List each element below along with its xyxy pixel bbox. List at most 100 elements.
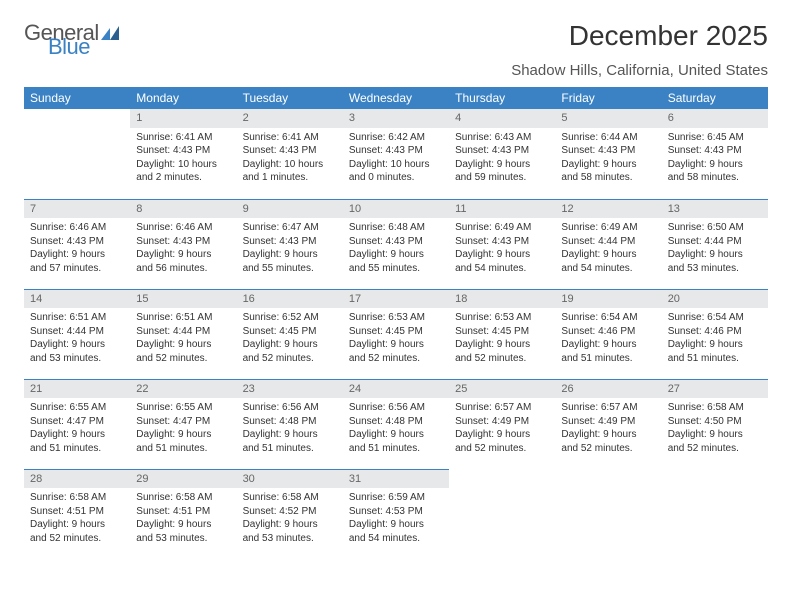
sunrise-text: Sunrise: 6:55 AM [136,401,230,415]
month-title: December 2025 [569,20,768,52]
daylight-text: Daylight: 9 hours and 54 minutes. [455,248,549,275]
sunset-text: Sunset: 4:49 PM [561,415,655,429]
sunrise-text: Sunrise: 6:53 AM [349,311,443,325]
daylight-text: Daylight: 9 hours and 53 minutes. [668,248,762,275]
location-text: Shadow Hills, California, United States [24,62,768,79]
day-details: Sunrise: 6:58 AMSunset: 4:51 PMDaylight:… [130,488,236,553]
sunrise-text: Sunrise: 6:43 AM [455,131,549,145]
day-cell: 1Sunrise: 6:41 AMSunset: 4:43 PMDaylight… [130,109,236,199]
weekday-header: Sunday [24,87,130,109]
day-cell: 28Sunrise: 6:58 AMSunset: 4:51 PMDayligh… [24,469,130,559]
daylight-text: Daylight: 10 hours and 1 minutes. [243,158,337,185]
day-number: 22 [130,380,236,399]
day-cell: 12Sunrise: 6:49 AMSunset: 4:44 PMDayligh… [555,199,661,289]
daylight-text: Daylight: 10 hours and 0 minutes. [349,158,443,185]
sunset-text: Sunset: 4:43 PM [561,144,655,158]
sunset-text: Sunset: 4:44 PM [561,235,655,249]
sunset-text: Sunset: 4:45 PM [243,325,337,339]
sunset-text: Sunset: 4:50 PM [668,415,762,429]
day-number: 8 [130,200,236,219]
weekday-header: Monday [130,87,236,109]
sunrise-text: Sunrise: 6:57 AM [561,401,655,415]
sunset-text: Sunset: 4:43 PM [455,144,549,158]
sunrise-text: Sunrise: 6:41 AM [243,131,337,145]
day-number: 26 [555,380,661,399]
logo-icon [101,20,119,46]
sunset-text: Sunset: 4:43 PM [136,235,230,249]
weekday-header: Saturday [662,87,768,109]
day-number: 7 [24,200,130,219]
weekday-header: Tuesday [237,87,343,109]
daylight-text: Daylight: 9 hours and 56 minutes. [136,248,230,275]
week-row: 21Sunrise: 6:55 AMSunset: 4:47 PMDayligh… [24,379,768,469]
day-details: Sunrise: 6:41 AMSunset: 4:43 PMDaylight:… [130,128,236,193]
day-number: 31 [343,470,449,489]
sunrise-text: Sunrise: 6:50 AM [668,221,762,235]
daylight-text: Daylight: 9 hours and 52 minutes. [30,518,124,545]
daylight-text: Daylight: 9 hours and 55 minutes. [349,248,443,275]
day-number: 14 [24,290,130,309]
sunrise-text: Sunrise: 6:56 AM [349,401,443,415]
day-details: Sunrise: 6:50 AMSunset: 4:44 PMDaylight:… [662,218,768,283]
day-details: Sunrise: 6:53 AMSunset: 4:45 PMDaylight:… [343,308,449,373]
day-cell: 6Sunrise: 6:45 AMSunset: 4:43 PMDaylight… [662,109,768,199]
sunset-text: Sunset: 4:43 PM [243,144,337,158]
day-details: Sunrise: 6:43 AMSunset: 4:43 PMDaylight:… [449,128,555,193]
day-number: 16 [237,290,343,309]
sunset-text: Sunset: 4:45 PM [349,325,443,339]
sunset-text: Sunset: 4:51 PM [136,505,230,519]
day-number: 15 [130,290,236,309]
sunset-text: Sunset: 4:44 PM [30,325,124,339]
day-details: Sunrise: 6:55 AMSunset: 4:47 PMDaylight:… [24,398,130,463]
day-number: 25 [449,380,555,399]
day-cell: 20Sunrise: 6:54 AMSunset: 4:46 PMDayligh… [662,289,768,379]
sunset-text: Sunset: 4:46 PM [561,325,655,339]
daylight-text: Daylight: 9 hours and 52 minutes. [455,428,549,455]
sunset-text: Sunset: 4:47 PM [30,415,124,429]
sunrise-text: Sunrise: 6:44 AM [561,131,655,145]
sunrise-text: Sunrise: 6:54 AM [561,311,655,325]
day-cell: 14Sunrise: 6:51 AMSunset: 4:44 PMDayligh… [24,289,130,379]
day-cell: 10Sunrise: 6:48 AMSunset: 4:43 PMDayligh… [343,199,449,289]
day-number: 6 [662,109,768,128]
day-cell: 16Sunrise: 6:52 AMSunset: 4:45 PMDayligh… [237,289,343,379]
sunset-text: Sunset: 4:43 PM [30,235,124,249]
day-number: 4 [449,109,555,128]
sunset-text: Sunset: 4:46 PM [668,325,762,339]
week-row: 7Sunrise: 6:46 AMSunset: 4:43 PMDaylight… [24,199,768,289]
daylight-text: Daylight: 9 hours and 55 minutes. [243,248,337,275]
sunset-text: Sunset: 4:51 PM [30,505,124,519]
sunrise-text: Sunrise: 6:48 AM [349,221,443,235]
day-details: Sunrise: 6:42 AMSunset: 4:43 PMDaylight:… [343,128,449,193]
day-details: Sunrise: 6:54 AMSunset: 4:46 PMDaylight:… [555,308,661,373]
title-block: December 2025 [569,20,768,52]
daylight-text: Daylight: 9 hours and 52 minutes. [136,338,230,365]
day-details: Sunrise: 6:49 AMSunset: 4:43 PMDaylight:… [449,218,555,283]
daylight-text: Daylight: 9 hours and 51 minutes. [561,338,655,365]
sunset-text: Sunset: 4:48 PM [243,415,337,429]
calendar-table: SundayMondayTuesdayWednesdayThursdayFrid… [24,87,768,559]
week-row: 28Sunrise: 6:58 AMSunset: 4:51 PMDayligh… [24,469,768,559]
day-number: 5 [555,109,661,128]
sunrise-text: Sunrise: 6:42 AM [349,131,443,145]
sunrise-text: Sunrise: 6:53 AM [455,311,549,325]
daylight-text: Daylight: 9 hours and 52 minutes. [243,338,337,365]
sunset-text: Sunset: 4:43 PM [349,235,443,249]
sunrise-text: Sunrise: 6:51 AM [136,311,230,325]
day-details: Sunrise: 6:41 AMSunset: 4:43 PMDaylight:… [237,128,343,193]
sunrise-text: Sunrise: 6:58 AM [136,491,230,505]
day-number: 20 [662,290,768,309]
daylight-text: Daylight: 9 hours and 59 minutes. [455,158,549,185]
sunrise-text: Sunrise: 6:49 AM [455,221,549,235]
day-cell: 19Sunrise: 6:54 AMSunset: 4:46 PMDayligh… [555,289,661,379]
daylight-text: Daylight: 10 hours and 2 minutes. [136,158,230,185]
day-details: Sunrise: 6:52 AMSunset: 4:45 PMDaylight:… [237,308,343,373]
daylight-text: Daylight: 9 hours and 51 minutes. [30,428,124,455]
day-cell: 22Sunrise: 6:55 AMSunset: 4:47 PMDayligh… [130,379,236,469]
day-details: Sunrise: 6:59 AMSunset: 4:53 PMDaylight:… [343,488,449,553]
day-details: Sunrise: 6:44 AMSunset: 4:43 PMDaylight:… [555,128,661,193]
day-number: 12 [555,200,661,219]
day-number: 30 [237,470,343,489]
day-number: 1 [130,109,236,128]
day-details: Sunrise: 6:53 AMSunset: 4:45 PMDaylight:… [449,308,555,373]
